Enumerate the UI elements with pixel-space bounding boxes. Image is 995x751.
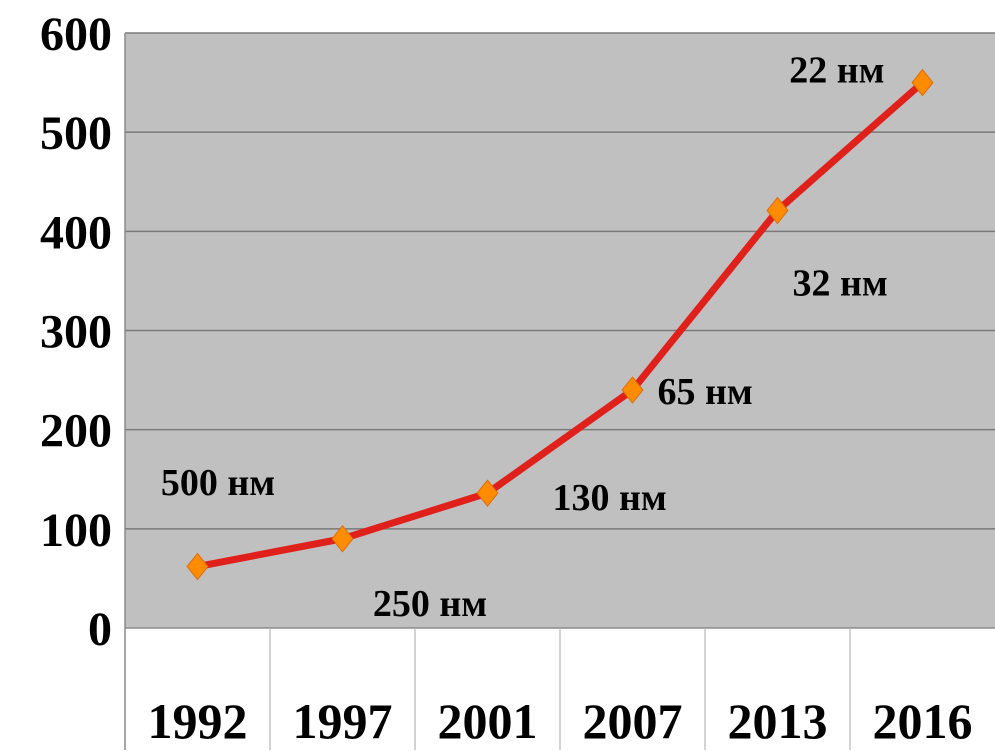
x-tick-label: 2013 xyxy=(728,693,828,749)
data-label: 500 нм xyxy=(161,462,275,504)
x-tick-label: 1992 xyxy=(148,693,248,749)
y-tick-label: 200 xyxy=(40,405,112,458)
x-axis-tick-labels: 1992 1997 2001 2007 2013 2016 xyxy=(148,693,973,749)
data-point-marker xyxy=(331,524,354,553)
category-dividers xyxy=(269,628,851,750)
y-tick-label: 0 xyxy=(88,603,112,656)
y-axis-tick-labels: 0 100 200 300 400 500 600 xyxy=(40,8,112,656)
data-point-marker xyxy=(621,376,644,404)
data-label: 32 нм xyxy=(793,263,888,305)
data-point-marker xyxy=(186,552,209,581)
data-label: 22 нм xyxy=(789,50,884,92)
x-tick-label: 2016 xyxy=(873,693,973,749)
x-tick-label: 2001 xyxy=(438,693,538,749)
data-point-marker xyxy=(476,479,499,507)
y-tick-label: 100 xyxy=(40,504,112,557)
point-labels: 500 нм 250 нм 130 нм 65 нм 32 нм 22 нм xyxy=(161,50,888,625)
series-line xyxy=(194,79,926,571)
data-point-marker xyxy=(911,68,934,97)
data-label: 250 нм xyxy=(373,583,487,625)
data-label: 130 нм xyxy=(553,477,667,519)
y-tick-label: 400 xyxy=(40,206,112,259)
data-point-marker xyxy=(766,196,789,225)
y-tick-label: 300 xyxy=(40,306,112,359)
y-tick-label: 500 xyxy=(40,107,112,160)
series xyxy=(186,68,934,581)
x-tick-label: 2007 xyxy=(583,693,683,749)
x-tick-label: 1997 xyxy=(293,693,393,749)
y-tick-label: 600 xyxy=(40,8,112,61)
data-label: 65 нм xyxy=(658,371,753,413)
